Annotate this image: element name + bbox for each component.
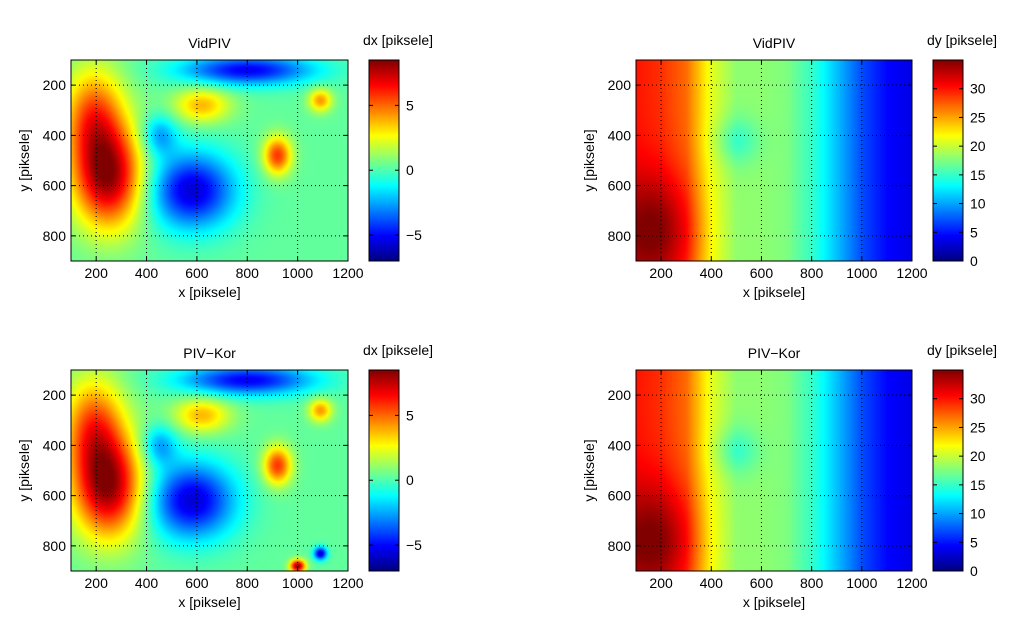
colorbar-label: dx [piksele] [363, 342, 433, 358]
x-tick-label: 1200 [332, 265, 363, 281]
colorbar-tick-label: 25 [970, 419, 986, 435]
x-axis-label: x [piksele] [743, 284, 805, 300]
x-tick-label: 400 [135, 265, 159, 281]
y-tick-label: 200 [608, 387, 632, 403]
x-tick-label: 200 [649, 575, 673, 591]
heatmap-field [636, 370, 912, 571]
y-tick-label: 400 [43, 437, 67, 453]
y-axis-label: y [piksele] [581, 129, 597, 191]
colorbar-label: dy [piksele] [927, 32, 997, 48]
colorbar-tick-label: 15 [970, 167, 986, 183]
colorbar-tick-label: 10 [970, 196, 986, 212]
x-tick-label: 800 [800, 575, 824, 591]
colorbar-tick-label: 5 [970, 534, 978, 550]
x-tick-label: 1200 [896, 575, 927, 591]
colorbar-tick-label: 15 [970, 477, 986, 493]
colorbar-tick-label: −5 [406, 537, 422, 553]
subplot-2: 200 400 600 800 1000 1200200400600800VidPIVx … [581, 32, 997, 300]
colorbar [933, 60, 963, 261]
colorbar-tick-label: 30 [970, 81, 986, 97]
plot-title: PIV−Kor [183, 345, 236, 361]
colorbar-tick-label: 20 [970, 448, 986, 464]
plot-frame [635, 59, 913, 262]
y-tick-label: 200 [43, 387, 67, 403]
y-tick-label: 600 [43, 178, 67, 194]
x-tick-label: 800 [800, 265, 824, 281]
y-tick-label: 800 [608, 538, 632, 554]
colorbar-frame [368, 59, 400, 262]
x-tick-label: 200 [85, 575, 109, 591]
x-axis-label: x [piksele] [743, 594, 805, 610]
x-tick-label: 1200 [896, 265, 927, 281]
x-tick-label: 1000 [282, 575, 313, 591]
x-tick-label: 1000 [282, 265, 313, 281]
colorbar-tick-label: 0 [406, 472, 414, 488]
plot-title: VidPIV [753, 35, 796, 51]
colorbar-tick-label: 30 [970, 391, 986, 407]
colorbar-tick-label: 5 [406, 407, 414, 423]
y-tick-label: 400 [608, 437, 632, 453]
y-tick-label: 600 [608, 178, 632, 194]
y-axis-label: y [piksele] [16, 439, 32, 501]
y-tick-label: 800 [608, 228, 632, 244]
colorbar-tick-label: 5 [970, 224, 978, 240]
colorbar-tick-label: 0 [970, 563, 978, 579]
x-tick-label: 1000 [846, 265, 877, 281]
x-tick-label: 200 [85, 265, 109, 281]
plot-title: VidPIV [188, 35, 231, 51]
subplot-3: 200 400 600 800 1000 1200 200 400 600 800 PIV−Kor x… [16, 342, 433, 610]
subplot-4: 200 400 600 800 1000 1200200400600800PIV−Korx… [581, 342, 997, 610]
x-tick-label: 600 [185, 575, 209, 591]
x-tick-label: 600 [185, 265, 209, 281]
x-axis-label: x [piksele] [178, 594, 240, 610]
colorbar-frame [368, 369, 400, 572]
heatmap-field [71, 60, 348, 261]
y-tick-label: 400 [43, 127, 67, 143]
colorbar-tick-label: 0 [406, 162, 414, 178]
x-tick-label: 800 [236, 265, 260, 281]
plot-title: PIV−Kor [748, 345, 801, 361]
colorbar-label: dx [piksele] [363, 32, 433, 48]
colorbar-tick-label: 10 [970, 506, 986, 522]
colorbar-frame [932, 59, 964, 262]
colorbar [369, 60, 399, 261]
x-tick-label: 800 [236, 575, 260, 591]
plot-frame [635, 369, 913, 572]
x-tick-label: 1000 [846, 575, 877, 591]
y-tick-label: 600 [608, 488, 632, 504]
y-tick-label: 800 [43, 228, 67, 244]
y-tick-label: 600 [43, 488, 67, 504]
x-axis-label: x [piksele] [178, 284, 240, 300]
x-tick-label: 1200 [332, 575, 363, 591]
colorbar [933, 370, 963, 571]
colorbar [369, 370, 399, 571]
plot-frame [70, 369, 349, 572]
heatmap-field [636, 60, 912, 261]
y-axis-label: y [piksele] [16, 129, 32, 191]
colorbar-tick-label: 0 [970, 253, 978, 269]
y-tick-label: 800 [43, 538, 67, 554]
y-tick-label: 200 [43, 77, 67, 93]
y-tick-label: 200 [608, 77, 632, 93]
colorbar-tick-label: 5 [406, 97, 414, 113]
x-tick-label: 600 [750, 575, 774, 591]
x-tick-label: 600 [750, 265, 774, 281]
x-tick-label: 400 [700, 265, 724, 281]
colorbar-label: dy [piksele] [927, 342, 997, 358]
subplot-1: 200 400 600 800 1000 1200 200 400 600 800 VidPIV x … [16, 32, 433, 300]
colorbar-frame [932, 369, 964, 572]
heatmap-field [71, 370, 348, 571]
x-tick-label: 200 [649, 265, 673, 281]
colorbar-tick-label: −5 [406, 227, 422, 243]
y-tick-label: 400 [608, 127, 632, 143]
plot-frame [70, 59, 349, 262]
x-tick-label: 400 [135, 575, 159, 591]
colorbar-tick-label: 20 [970, 138, 986, 154]
x-tick-label: 400 [700, 575, 724, 591]
colorbar-tick-label: 25 [970, 109, 986, 125]
y-axis-label: y [piksele] [581, 439, 597, 501]
